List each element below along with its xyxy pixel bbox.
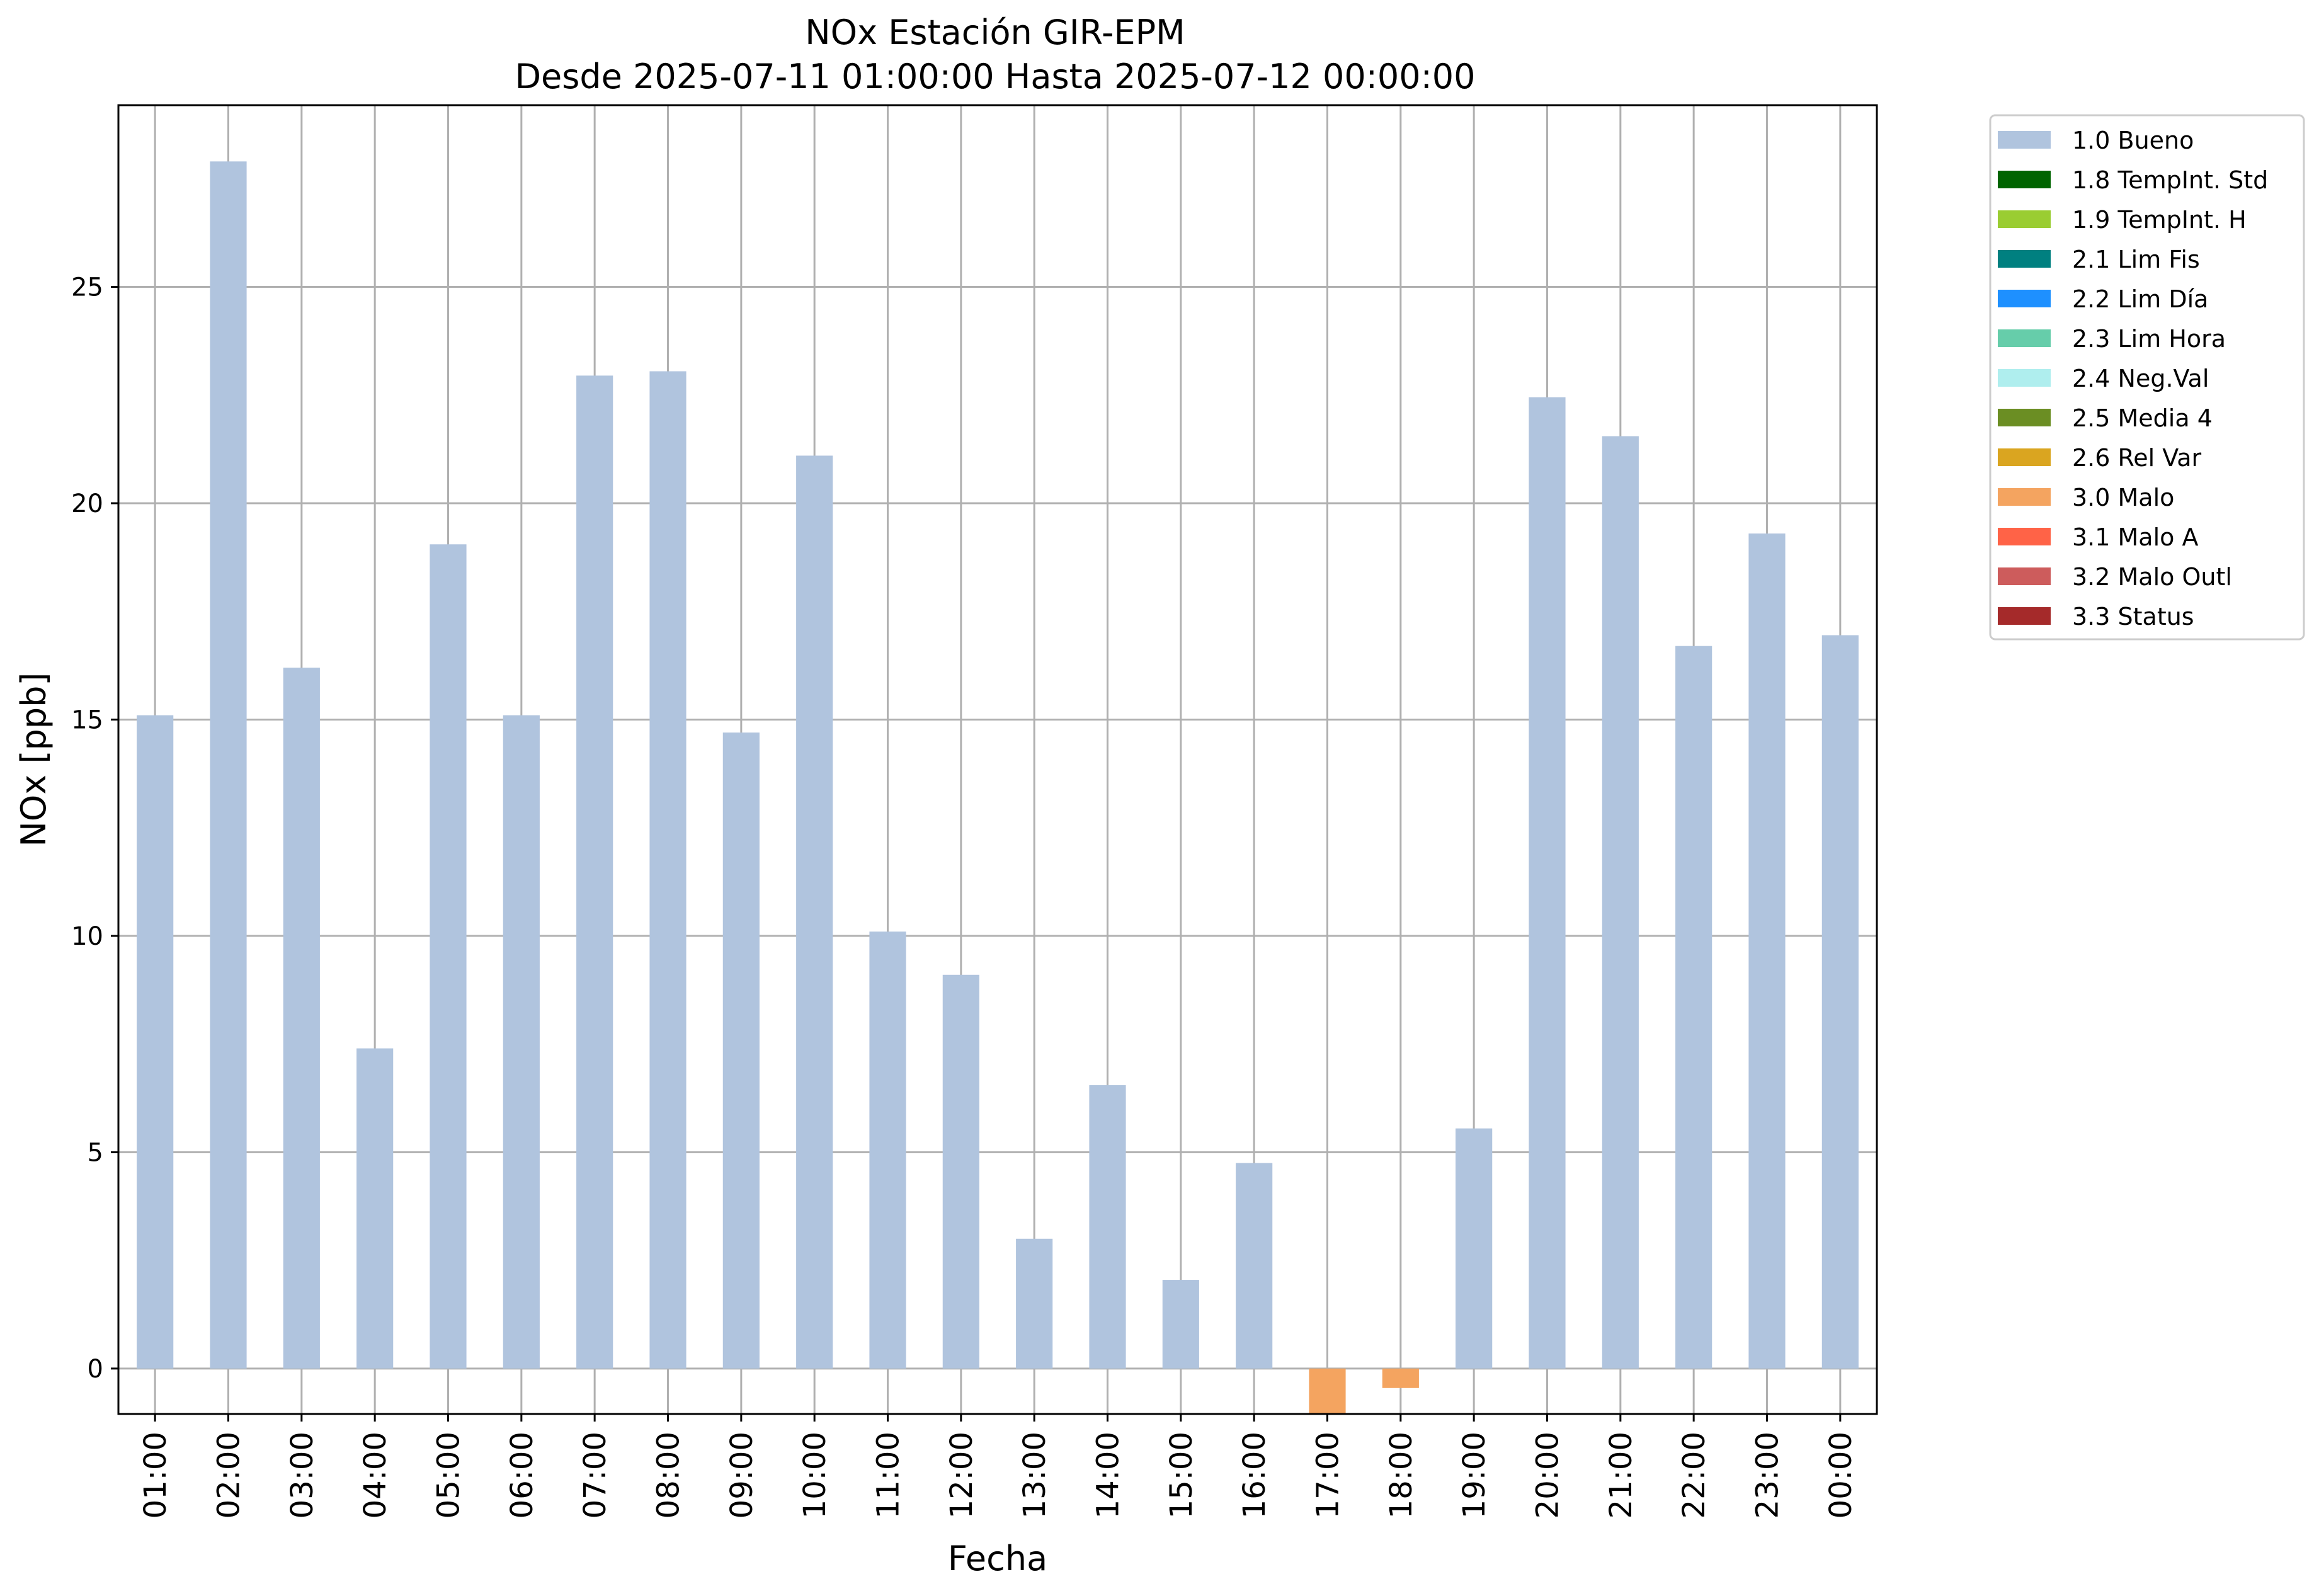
x-tick-label: 04:00 <box>358 1432 393 1519</box>
legend-label: 3.2 Malo Outl <box>2072 563 2232 591</box>
x-tick-label: 10:00 <box>797 1432 833 1519</box>
bar-1000 <box>796 455 833 1369</box>
legend-swatch <box>1998 488 2051 506</box>
x-tick-label: 21:00 <box>1604 1432 1639 1519</box>
x-tick-label: 11:00 <box>871 1432 906 1519</box>
bars-group <box>137 161 1859 1414</box>
bar-2200 <box>1675 646 1712 1369</box>
y-tick-label: 15 <box>71 705 103 734</box>
legend-swatch <box>1998 131 2051 149</box>
x-tick-label: 08:00 <box>651 1432 687 1519</box>
bar-2300 <box>1748 533 1786 1369</box>
plot-frame <box>117 104 1878 1415</box>
bar-1500 <box>1162 1280 1199 1369</box>
bar-0100 <box>137 715 174 1369</box>
bar-1100 <box>869 932 906 1369</box>
legend-label: 3.1 Malo A <box>2072 523 2198 551</box>
legend-label: 2.2 Lim Día <box>2072 285 2208 313</box>
y-axis-label: NOx [ppb] <box>14 673 54 847</box>
chart-subtitle: Desde 2025-07-11 01:00:00 Hasta 2025-07-… <box>515 57 1475 96</box>
legend-label: 2.1 Lim Fis <box>2072 246 2200 273</box>
bar-1600 <box>1236 1163 1273 1369</box>
x-tick-label: 13:00 <box>1017 1432 1052 1519</box>
legend: 1.0 Bueno 1.8 TempInt. Std 1.9 TempInt. H 2… <box>1989 114 2305 641</box>
legend-label: 3.0 Malo <box>2072 484 2174 511</box>
x-tick-label: 01:00 <box>138 1432 173 1519</box>
x-tick-label: 03:00 <box>285 1432 320 1519</box>
bar-0700 <box>576 375 613 1369</box>
x-tick-label: 07:00 <box>578 1432 613 1519</box>
x-tick-label: 23:00 <box>1750 1432 1786 1519</box>
legend-label: 1.0 Bueno <box>2072 127 2194 154</box>
x-tick-label: 06:00 <box>504 1432 540 1519</box>
bar-2000 <box>1529 397 1566 1369</box>
bar-1700 <box>1309 1368 1346 1414</box>
x-tick-label: 17:00 <box>1311 1432 1346 1519</box>
bar-0000 <box>1821 635 1859 1369</box>
y-tick-label: 10 <box>71 922 103 951</box>
legend-label: 3.3 Status <box>2072 603 2194 630</box>
x-axis-ticks: 01:00 02:00 03:00 04:00 05:00 06:00 07:00 08:00… <box>138 1414 1859 1519</box>
bar-1200 <box>942 974 979 1369</box>
bar-2100 <box>1602 436 1639 1369</box>
x-tick-label: 19:00 <box>1457 1432 1492 1519</box>
bar-0200 <box>210 161 247 1369</box>
x-tick-label: 20:00 <box>1530 1432 1566 1519</box>
legend-swatch <box>1998 528 2051 545</box>
y-tick-label: 0 <box>88 1355 103 1384</box>
legend-label: 2.4 Neg.Val <box>2072 365 2209 392</box>
bar-1900 <box>1456 1128 1493 1369</box>
y-tick-label: 25 <box>71 273 103 302</box>
legend-swatch <box>1998 210 2051 228</box>
bar-0600 <box>503 715 540 1369</box>
legend-label: 1.8 TempInt. Std <box>2072 166 2268 194</box>
x-tick-label: 02:00 <box>212 1432 247 1519</box>
bar-0400 <box>356 1048 394 1369</box>
legend-swatch <box>1998 567 2051 585</box>
bar-1400 <box>1089 1085 1126 1369</box>
legend-label: 1.9 TempInt. H <box>2072 206 2247 234</box>
x-tick-label: 12:00 <box>944 1432 979 1519</box>
y-tick-label: 20 <box>71 489 103 518</box>
legend-swatch <box>1998 250 2051 268</box>
legend-swatch <box>1998 409 2051 426</box>
y-axis-ticks: 0 5 10 15 20 25 <box>71 273 118 1384</box>
x-tick-label: 16:00 <box>1237 1432 1272 1519</box>
x-tick-label: 05:00 <box>431 1432 467 1519</box>
legend-box <box>1989 114 2305 641</box>
legend-label: 2.6 Rel Var <box>2072 444 2202 472</box>
x-axis-label: Fecha <box>948 1539 1047 1578</box>
legend-swatch <box>1998 290 2051 307</box>
legend-swatch <box>1998 448 2051 466</box>
legend-label: 2.5 Media 4 <box>2072 404 2213 432</box>
x-tick-label: 14:00 <box>1091 1432 1126 1519</box>
y-tick-label: 5 <box>88 1138 103 1167</box>
legend-items: 1.0 Bueno 1.8 TempInt. Std 1.9 TempInt. H 2… <box>1998 127 2268 630</box>
bar-0800 <box>649 371 687 1369</box>
x-tick-label: 00:00 <box>1823 1432 1859 1519</box>
legend-swatch <box>1998 607 2051 625</box>
legend-label: 2.3 Lim Hora <box>2072 325 2226 353</box>
bar-1300 <box>1016 1238 1053 1369</box>
chart-title: NOx Estación GIR-EPM <box>805 13 1185 52</box>
bar-0900 <box>722 732 760 1369</box>
legend-swatch <box>1998 369 2051 387</box>
bar-1800 <box>1382 1368 1419 1388</box>
x-tick-label: 18:00 <box>1384 1432 1419 1519</box>
x-tick-label: 09:00 <box>724 1432 760 1519</box>
legend-swatch <box>1998 171 2051 188</box>
legend-swatch <box>1998 329 2051 347</box>
bar-0300 <box>283 668 320 1369</box>
x-tick-label: 22:00 <box>1677 1432 1712 1519</box>
bar-0500 <box>430 544 467 1369</box>
x-tick-label: 15:00 <box>1164 1432 1199 1519</box>
